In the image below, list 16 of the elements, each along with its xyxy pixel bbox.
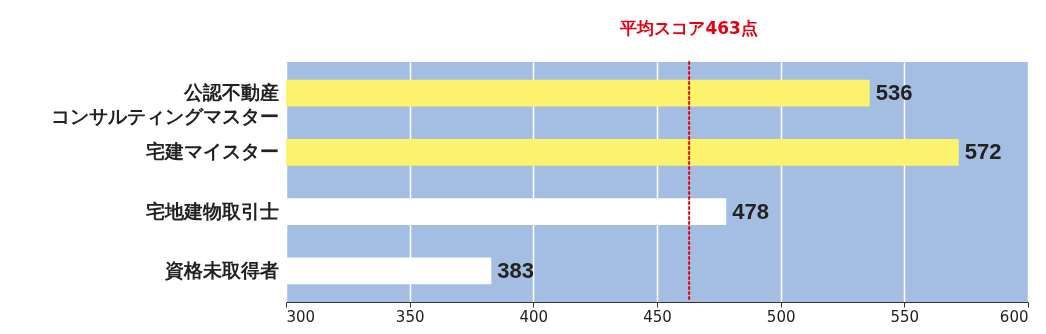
data-label: 572: [964, 139, 1002, 165]
x-tick-label: 450: [643, 307, 672, 326]
x-tick-label: 350: [395, 307, 425, 326]
y-tick-label: 宅建マイスター: [145, 140, 279, 163]
x-tick-label: 300: [286, 307, 316, 326]
x-tick-label: 500: [766, 307, 796, 326]
y-tick-label: 公認不動産コンサルティングマスター: [50, 81, 279, 128]
y-tick-label: 宅地建物取引士: [145, 199, 279, 222]
x-tick-label: 550: [890, 307, 920, 326]
y-tick-label: 資格未取得者: [163, 258, 279, 281]
ref-line-label: 平均スコア463点: [619, 18, 758, 38]
x-tick-label: 600: [999, 307, 1029, 326]
data-label: 536: [875, 80, 913, 106]
data-label: 383: [497, 257, 535, 283]
data-label: 478: [732, 198, 769, 224]
x-tick-label: 400: [519, 307, 549, 326]
